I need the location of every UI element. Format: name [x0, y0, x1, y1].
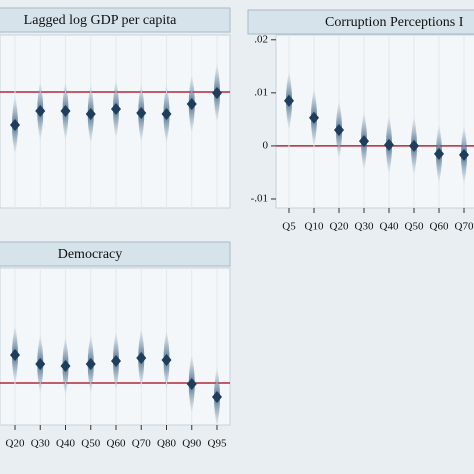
point: [409, 139, 419, 152]
panel-header: [0, 241, 231, 267]
x-tick-label: Q90: [182, 438, 201, 450]
point: [35, 358, 46, 370]
point: [111, 103, 121, 115]
x-tick-label: Q95: [208, 438, 227, 450]
point: [186, 98, 197, 110]
x-tick-label: Q80: [157, 438, 176, 450]
panel-header: [0, 7, 231, 33]
x-tick-label: Q40: [56, 438, 75, 450]
point: [359, 135, 369, 148]
x-tick-label: Q60: [107, 438, 126, 450]
point: [136, 107, 147, 119]
point: [10, 119, 20, 131]
panel-title: Democracy: [58, 247, 123, 262]
point: [161, 354, 172, 366]
point: [161, 108, 172, 120]
point: [85, 108, 96, 120]
point: [334, 123, 344, 136]
point: [186, 378, 197, 390]
point: [284, 94, 294, 107]
point: [10, 349, 20, 361]
panel-header: [247, 9, 474, 35]
point: [459, 148, 469, 161]
y-tick-label: .01: [254, 86, 268, 98]
x-tick-label: Q60: [430, 221, 449, 233]
point: [212, 391, 222, 403]
x-tick-label: Q50: [405, 221, 424, 233]
point: [85, 358, 96, 370]
y-tick-label: .02: [254, 33, 268, 45]
point: [111, 355, 121, 367]
point: [136, 352, 147, 364]
point: [60, 360, 71, 372]
point: [434, 147, 444, 160]
x-tick-label: Q5: [282, 221, 296, 233]
x-tick-label: Q20: [330, 221, 349, 233]
x-tick-label: Q40: [380, 221, 399, 233]
y-tick-label: 0: [263, 139, 269, 151]
x-tick-label: Q10: [305, 221, 324, 233]
point: [35, 105, 46, 117]
point: [309, 111, 319, 124]
x-tick-label: Q50: [81, 438, 100, 450]
y-tick-label: -.01: [251, 193, 268, 205]
x-tick-label: Q20: [6, 438, 25, 450]
point: [384, 138, 394, 151]
panel-title: Corruption Perceptions I: [325, 15, 464, 30]
x-tick-label: Q70: [455, 221, 474, 233]
panel-title: Lagged log GDP per capita: [24, 13, 177, 28]
point: [60, 105, 71, 117]
x-tick-label: Q30: [355, 221, 374, 233]
plot-area: [275, 34, 474, 209]
x-tick-label: Q30: [31, 438, 50, 450]
x-tick-label: Q70: [132, 438, 151, 450]
point: [212, 87, 222, 99]
